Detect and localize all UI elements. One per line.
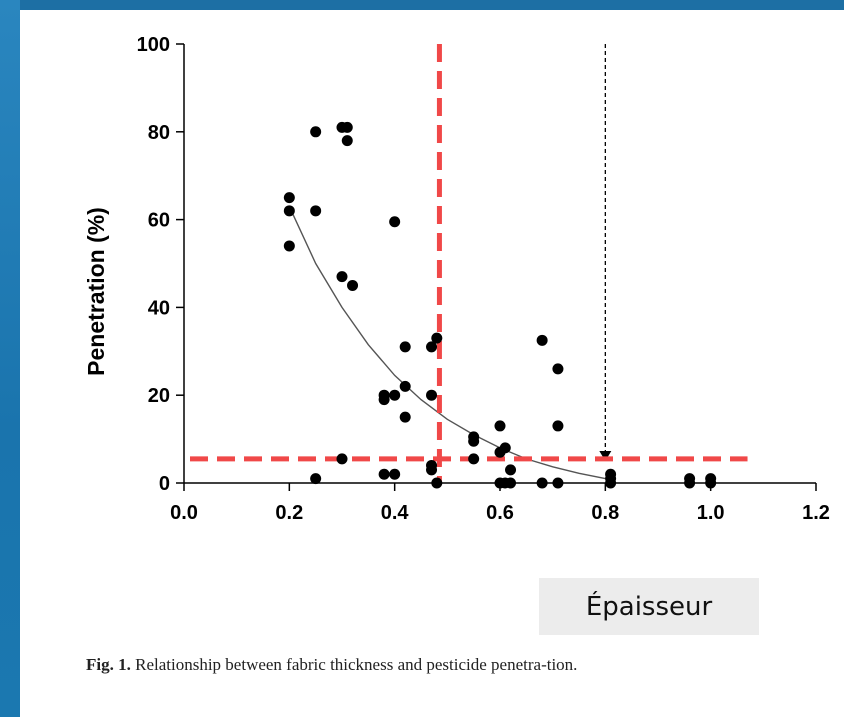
data-point: [684, 477, 696, 489]
data-point: [389, 389, 401, 401]
figure-panel: 0 20 40 60 80 100 0.0 0.2 0.4 0.6 0.8 1.0 1.2 Penetra…: [20, 10, 844, 717]
data-point: [399, 341, 411, 353]
data-point: [310, 126, 322, 138]
data-point: [494, 420, 506, 432]
y-tick-label: 60: [148, 210, 170, 232]
data-point: [341, 121, 353, 133]
data-point: [552, 420, 564, 432]
y-tick-label: 80: [148, 122, 170, 144]
data-point: [431, 477, 443, 489]
y-tick-label: 20: [148, 385, 170, 407]
data-point: [336, 453, 348, 465]
fit-curve: [288, 206, 606, 480]
data-point: [552, 363, 564, 375]
data-point: [378, 468, 390, 480]
data-point: [468, 453, 480, 465]
data-point: [283, 240, 295, 252]
x-tick-label: 1.2: [802, 502, 830, 524]
scatter-chart: 0 20 40 60 80 100 0.0 0.2 0.4 0.6 0.8 1.0 1.2 Penetra…: [83, 34, 830, 612]
data-point: [468, 435, 480, 447]
data-point: [389, 468, 401, 480]
y-tick-label: 100: [137, 34, 170, 56]
data-point: [426, 341, 438, 353]
data-point: [310, 473, 322, 485]
arrow-head: [599, 451, 612, 462]
data-point: [605, 477, 617, 489]
data-point: [431, 332, 443, 344]
data-point: [536, 477, 548, 489]
data-point: [399, 411, 411, 423]
data-point: [552, 477, 564, 489]
slide-frame-top: [0, 0, 844, 10]
data-point: [705, 477, 717, 489]
x-tick-label: 0.4: [381, 502, 410, 524]
data-point: [389, 216, 401, 228]
caption-label: Fig. 1.: [86, 655, 131, 674]
data-point: [426, 389, 438, 401]
figure-caption: Fig. 1. Relationship between fabric thic…: [86, 651, 844, 678]
data-point: [536, 334, 548, 346]
data-point: [499, 442, 511, 454]
data-point: [341, 135, 353, 147]
caption-text: Relationship between fabric thickness an…: [130, 655, 578, 674]
data-point: [336, 271, 348, 283]
x-tick-label: 0.6: [486, 502, 514, 524]
data-point: [426, 464, 438, 476]
x-axis-overlay-label: Épaisseur: [539, 578, 759, 635]
data-point: [347, 279, 359, 291]
y-tick-label: 40: [148, 297, 170, 319]
data-point: [399, 380, 411, 392]
x-tick-label: 0.2: [275, 502, 303, 524]
x-tick-label: 0.8: [591, 502, 619, 524]
data-point: [283, 205, 295, 217]
x-tick-label: 1.0: [697, 502, 725, 524]
data-point: [378, 394, 390, 406]
slide-frame-left: [0, 0, 20, 717]
y-axis-title: Penetration (%): [83, 207, 109, 376]
data-point: [505, 477, 517, 489]
y-tick-label: 0: [159, 473, 170, 495]
data-point: [283, 192, 295, 204]
data-point: [310, 205, 322, 217]
data-point: [505, 464, 517, 476]
x-tick-label: 0.0: [170, 502, 198, 524]
x-axis-overlay-text: Épaisseur: [585, 591, 713, 622]
